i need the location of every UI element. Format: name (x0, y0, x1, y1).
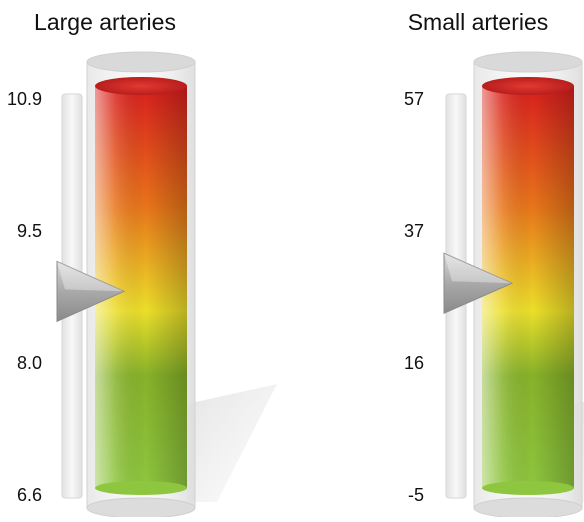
tube-top-cap (95, 77, 187, 95)
gauge-title: Large arteries (34, 9, 176, 35)
tick-label: 57 (404, 89, 424, 109)
value-pointer (56, 260, 126, 323)
tube-top-cap (482, 77, 574, 95)
tick-label: 8.0 (17, 353, 42, 373)
glass-base (473, 497, 583, 519)
drop-shadow (187, 384, 277, 502)
glass-top (473, 51, 583, 73)
pointer-highlight (444, 253, 512, 284)
tick-label: 6.6 (17, 485, 42, 505)
tick-label: 9.5 (17, 221, 42, 241)
glass-base (86, 497, 196, 519)
value-pointer (443, 252, 514, 314)
gauge-title: Small arteries (408, 9, 549, 35)
gauge-large-arteries: Large arteries 10.9 9.5 8.0 6.6 (7, 9, 277, 519)
tick-label: -5 (408, 485, 424, 505)
glass-top (86, 51, 196, 73)
tick-label: 16 (404, 353, 424, 373)
tick-label: 37 (404, 221, 424, 241)
tick-label: 10.9 (7, 89, 42, 109)
gauge-small-arteries: Small arteries 57 37 16 -5 (404, 9, 584, 519)
pointer-highlight (57, 261, 124, 292)
tube-bottom (95, 481, 187, 495)
tube-bottom (482, 481, 574, 495)
